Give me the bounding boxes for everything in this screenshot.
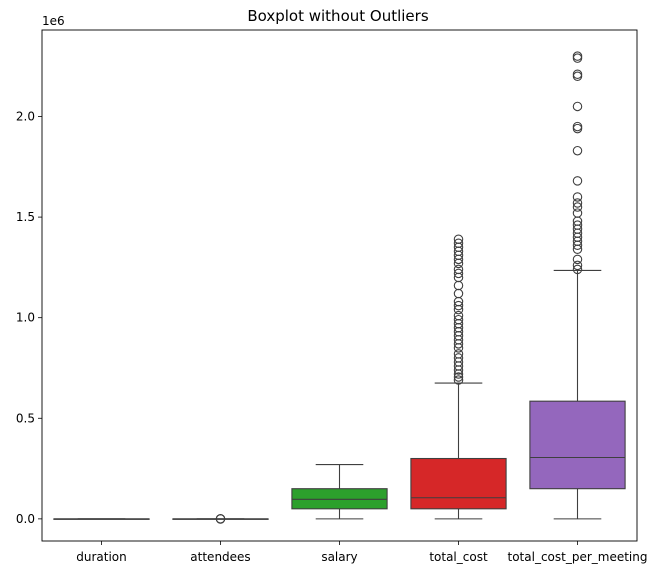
axis-ticks: 0.0 0.5 1.0 1.5 2.0 duration attendees salary to… [16, 110, 648, 564]
outlier-point [453, 300, 464, 311]
box-duration [53, 518, 150, 520]
outlier-point [572, 198, 583, 208]
outlier-point [453, 375, 464, 385]
outlier-point [572, 51, 583, 61]
outlier-point [453, 268, 464, 279]
y-tick-label: 1.0 [16, 311, 35, 325]
outlier-point [453, 264, 464, 275]
chart-title: Boxplot without Outliers [247, 7, 428, 25]
outlier-point [572, 202, 583, 212]
outlier-point [453, 314, 464, 325]
outlier-point [572, 121, 583, 132]
outlier-point [572, 69, 583, 80]
box-salary [291, 464, 388, 520]
box-total_cost_per_meeting [529, 51, 626, 520]
outlier-point [572, 101, 583, 112]
outlier-point [572, 264, 583, 275]
outlier-point [572, 220, 583, 230]
outlier-point [572, 176, 583, 186]
outlier-point [572, 192, 583, 202]
outlier-point [572, 254, 583, 265]
outlier-point [572, 260, 583, 271]
outlier-point [572, 208, 583, 218]
outlier-point [453, 372, 464, 382]
y-tick-label: 1.5 [16, 210, 35, 224]
outlier-point [453, 310, 464, 321]
outlier-point [453, 234, 464, 244]
x-tick-label: total_cost_per_meeting [508, 550, 648, 564]
y-tick-label: 0.0 [16, 512, 35, 526]
outlier-point [453, 238, 464, 249]
x-tick-label: salary [321, 550, 357, 564]
y-scale-label: 1e6 [42, 14, 65, 28]
outlier-point [453, 349, 464, 359]
plot-frame [41, 29, 638, 542]
x-tick-label: duration [76, 550, 127, 564]
y-tick-label: 2.0 [16, 110, 35, 124]
boxes [53, 51, 626, 524]
box-total_cost [410, 234, 507, 520]
y-tick-label: 0.5 [16, 411, 35, 425]
iqr-box [529, 400, 626, 490]
outlier-point [215, 514, 226, 524]
x-tick-label: attendees [190, 550, 250, 564]
iqr-box [291, 488, 388, 510]
outlier-point [572, 145, 583, 156]
iqr-box [410, 457, 507, 510]
box-attendees [172, 514, 269, 524]
outlier-point [453, 353, 464, 363]
x-tick-label: total_cost [429, 550, 488, 564]
